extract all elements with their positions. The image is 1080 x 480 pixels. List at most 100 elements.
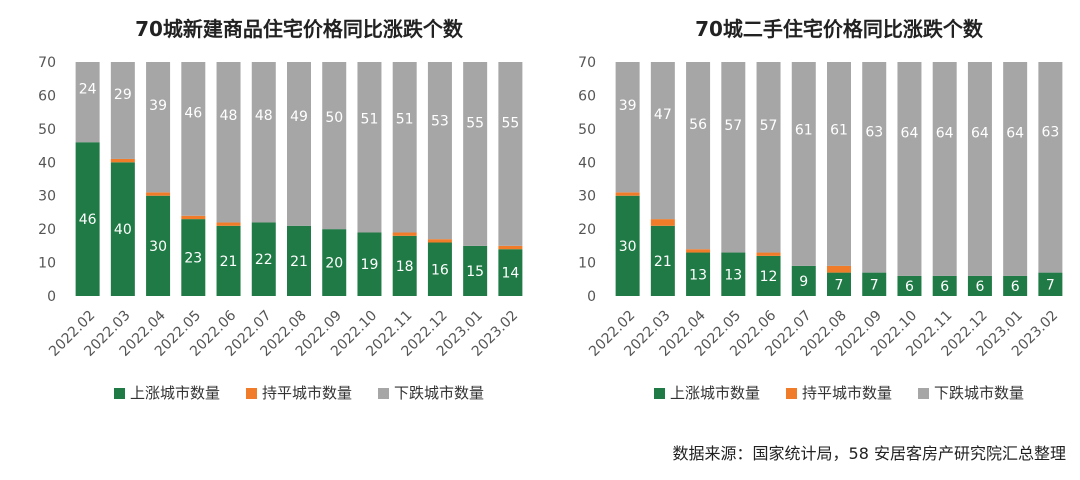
data-label: 50: [325, 110, 343, 126]
bar-segment: [615, 195, 640, 296]
bar-segment: [721, 252, 746, 296]
bar-segment: [862, 272, 887, 296]
data-label: 20: [325, 256, 343, 272]
bar-segment: [181, 219, 206, 296]
data-label: 7: [835, 277, 844, 293]
bar-segment: [392, 232, 417, 236]
data-label: 6: [1011, 279, 1020, 295]
y-tick-label: 40: [578, 155, 596, 171]
data-label: 18: [396, 259, 414, 275]
data-label: 64: [936, 126, 954, 142]
second-hand-price-chart: 70城二手住宅价格同比涨跌个数010203040506070301392022.…: [578, 17, 1063, 402]
bar-segment: [357, 62, 382, 233]
data-label: 13: [724, 267, 742, 283]
bar-segment: [181, 62, 206, 216]
bar-segment: [110, 62, 135, 159]
chart-title: 70城二手住宅价格同比涨跌个数: [695, 17, 984, 41]
bar-segment: [357, 232, 382, 296]
data-source-note: 数据来源：国家统计局，58 安居客房产研究院汇总整理: [672, 444, 1066, 463]
bar-segment: [216, 62, 241, 223]
bar-segment: [322, 62, 347, 230]
bar-segment: [392, 62, 417, 233]
data-label: 64: [1006, 126, 1024, 142]
bar-segment: [463, 62, 488, 246]
data-label: 19: [361, 257, 379, 273]
data-label: 40: [114, 222, 132, 238]
bar-segment: [146, 192, 171, 196]
legend-item: 上涨城市数量: [654, 384, 760, 402]
data-label: 9: [799, 274, 808, 290]
legend-swatch: [918, 388, 929, 399]
bar-segment: [216, 222, 241, 226]
bar-segment: [897, 62, 922, 276]
data-label: 51: [361, 111, 379, 127]
bar-segment: [427, 62, 452, 240]
data-label: 49: [290, 109, 308, 125]
legend-label: 下跌城市数量: [394, 384, 484, 402]
data-label: 39: [619, 98, 637, 114]
y-tick-label: 0: [587, 289, 596, 305]
data-label: 48: [220, 108, 238, 124]
bar-segment: [615, 62, 640, 193]
y-tick-label: 70: [38, 55, 56, 71]
bar-segment: [650, 225, 675, 296]
bar-segment: [932, 62, 957, 276]
data-label: 6: [975, 279, 984, 295]
legend-label: 持平城市数量: [262, 384, 352, 402]
y-tick-label: 20: [38, 222, 56, 238]
data-label: 16: [431, 262, 449, 278]
data-label: 46: [79, 212, 97, 228]
y-tick-label: 30: [578, 189, 596, 205]
bar-segment: [827, 272, 851, 296]
legend-label: 上涨城市数量: [670, 384, 760, 402]
data-label: 15: [466, 264, 484, 280]
bar-segment: [287, 62, 311, 226]
bar-segment: [686, 62, 711, 250]
data-label: 56: [689, 117, 707, 133]
legend-swatch: [786, 388, 797, 399]
bar-segment: [427, 242, 452, 296]
data-label: 64: [971, 126, 989, 142]
bar-segment: [650, 219, 675, 226]
bar-segment: [791, 265, 816, 296]
bar-segment: [427, 239, 452, 243]
bar-segment: [146, 195, 171, 296]
data-label: 46: [184, 106, 202, 122]
data-label: 21: [220, 254, 238, 270]
bar-segment: [932, 275, 957, 296]
bar-segment: [1003, 275, 1028, 296]
bar-segment: [251, 62, 276, 223]
chart-title: 70城新建商品住宅价格同比涨跌个数: [135, 17, 464, 41]
bar-segment: [827, 265, 851, 273]
data-label: 6: [905, 279, 914, 295]
data-label: 64: [901, 126, 919, 142]
legend-item: 下跌城市数量: [378, 384, 484, 402]
legend-item: 下跌城市数量: [918, 384, 1024, 402]
y-tick-label: 10: [38, 256, 56, 272]
data-label: 7: [870, 277, 879, 293]
legend-item: 持平城市数量: [786, 384, 892, 402]
bar-segment: [686, 249, 711, 253]
legend-swatch: [378, 388, 389, 399]
data-label: 61: [830, 122, 848, 138]
data-label: 21: [654, 254, 672, 270]
data-label: 63: [1041, 124, 1059, 140]
y-tick-label: 50: [38, 122, 56, 138]
y-tick-label: 10: [578, 256, 596, 272]
bar-segment: [756, 255, 781, 296]
y-tick-label: 60: [578, 88, 596, 104]
bar-segment: [498, 245, 523, 250]
data-label: 12: [760, 269, 778, 285]
new-home-price-chart: 70城新建商品住宅价格同比涨跌个数01020304050607046024202…: [38, 17, 523, 402]
legend-item: 持平城市数量: [246, 384, 352, 402]
data-label: 30: [619, 239, 637, 255]
bar-segment: [791, 62, 816, 266]
bar-segment: [1003, 62, 1028, 276]
legend-label: 上涨城市数量: [130, 384, 220, 402]
bar-segment: [967, 275, 992, 296]
y-tick-label: 50: [578, 122, 596, 138]
data-label: 63: [865, 124, 883, 140]
bar-segment: [650, 62, 675, 220]
bar-segment: [756, 252, 781, 256]
bar-segment: [110, 158, 135, 163]
